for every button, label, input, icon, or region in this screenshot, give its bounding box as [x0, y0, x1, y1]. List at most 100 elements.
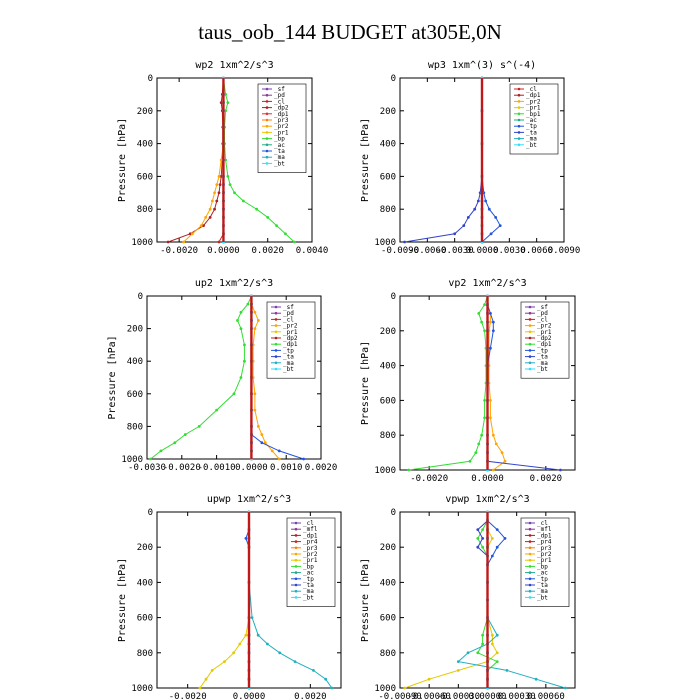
- data-point: [218, 183, 222, 187]
- legend-entry: _pr3: [303, 545, 318, 552]
- data-point: [166, 240, 170, 244]
- legend-entry: _ma: [274, 154, 285, 161]
- data-point: [476, 651, 480, 655]
- data-point: [476, 545, 480, 549]
- y-tick-label: 1000: [121, 455, 143, 465]
- x-tick-label: 0.00060: [527, 692, 565, 700]
- legend-marker: [528, 342, 532, 346]
- series-pr2: [182, 76, 225, 244]
- data-point: [149, 457, 152, 461]
- legend-entry: _ma: [526, 136, 537, 143]
- y-axis-label: Pressure [hPa]: [117, 558, 128, 642]
- series-line: [408, 295, 488, 471]
- y-axis-label: Pressure [hPa]: [360, 118, 371, 202]
- data-point: [483, 303, 486, 307]
- data-point: [224, 109, 228, 113]
- y-tick-label: 0: [391, 292, 396, 302]
- legend-marker: [265, 155, 269, 159]
- legend-marker: [265, 112, 269, 116]
- subplot-title: up2 1xm^2/s^3: [195, 278, 273, 289]
- y-tick-label: 0: [391, 74, 396, 84]
- y-axis-label: Pressure [hPa]: [360, 341, 371, 425]
- subplot-3: up2 1xm^2/s^3 Pressure [hPa] 0 200 400 600 800…: [107, 278, 337, 473]
- legend-entry: _pr2: [274, 123, 289, 130]
- y-tick-label: 0: [148, 74, 153, 84]
- data-point: [270, 449, 274, 453]
- legend-marker: [528, 367, 532, 371]
- legend-entry: _pr3: [537, 545, 552, 552]
- legend-marker: [528, 552, 532, 556]
- legend-marker: [265, 143, 269, 147]
- y-tick-label: 600: [380, 172, 396, 182]
- data-point: [263, 441, 267, 445]
- data-point: [182, 240, 185, 244]
- data-point: [495, 633, 499, 637]
- series-pr2: [486, 294, 507, 472]
- data-point: [213, 191, 216, 195]
- legend-marker: [528, 336, 532, 340]
- legend-marker: [528, 527, 532, 531]
- x-tick-label: 0.0020: [305, 463, 338, 473]
- legend-marker: [294, 589, 298, 593]
- data-point: [495, 651, 499, 655]
- x-tick-label: 0.0020: [530, 474, 563, 484]
- x-tick-label: 0.0020: [251, 246, 284, 256]
- data-point: [483, 416, 486, 420]
- data-point: [210, 199, 214, 203]
- legend-marker: [294, 546, 298, 550]
- legend-marker: [294, 534, 298, 537]
- series-line: [481, 78, 501, 243]
- data-point: [407, 468, 411, 472]
- data-point: [219, 158, 223, 162]
- y-tick-label: 0: [138, 292, 143, 302]
- data-point: [233, 191, 236, 195]
- legend-entry: _ma: [537, 360, 548, 367]
- y-tick-label: 1000: [374, 238, 396, 248]
- x-tick-label: 0.0060: [520, 246, 553, 256]
- legend: _cl_mfl_dp1_pr4_pr3_pr2_pr1_bp_ac_tp_ta_…: [286, 517, 336, 607]
- legend: _cl_dp1_pr2_pr1_bp1_ac_tp_ta_ma_bt: [509, 83, 559, 155]
- data-point: [266, 642, 269, 646]
- data-point: [238, 642, 242, 646]
- legend-marker: [528, 565, 532, 568]
- data-point: [226, 101, 230, 104]
- data-point: [204, 216, 208, 219]
- legend-box: [520, 301, 570, 379]
- data-point: [255, 207, 259, 211]
- legend: _sf_pd_cl_pr2_pr1_dp2_dp1_tp_ta_ma_bt: [520, 301, 570, 379]
- legend-marker: [528, 361, 532, 365]
- data-point: [481, 537, 485, 540]
- data-point: [490, 642, 494, 646]
- legend-entry: _pr4: [537, 539, 552, 546]
- legend-marker: [274, 349, 278, 352]
- legend-entry: _tp: [537, 576, 548, 583]
- data-point: [223, 660, 226, 663]
- legend-entry: _sf: [537, 304, 548, 311]
- data-point: [403, 686, 407, 690]
- legend-entry: _ma: [303, 588, 314, 595]
- data-point: [489, 320, 492, 324]
- legend-marker: [294, 565, 298, 568]
- data-point: [236, 319, 239, 322]
- legend-marker: [528, 540, 532, 543]
- legend-entry: _pr2: [526, 98, 541, 105]
- x-tick-label: 0.0040: [296, 246, 329, 256]
- data-point: [244, 537, 248, 540]
- data-point: [217, 240, 221, 244]
- data-point: [559, 468, 562, 472]
- y-tick-label: 800: [380, 431, 396, 441]
- data-point: [278, 651, 282, 655]
- data-point: [159, 449, 163, 453]
- data-point: [260, 441, 264, 445]
- data-point: [494, 216, 498, 219]
- legend-marker: [528, 546, 532, 550]
- legend-entry: _pd: [274, 92, 285, 99]
- y-tick-label: 0: [148, 508, 153, 518]
- data-point: [489, 416, 492, 420]
- legend-entry: _tp: [283, 347, 294, 354]
- legend-entry: _cl: [274, 98, 285, 105]
- series-dp1: [407, 294, 489, 472]
- legend-entry: _tp: [303, 576, 314, 583]
- data-point: [277, 457, 281, 461]
- legend: _sf_pd_cl_dp2_dp1_pr3_pr2_pr1_bp_ac_ta_m…: [257, 83, 307, 173]
